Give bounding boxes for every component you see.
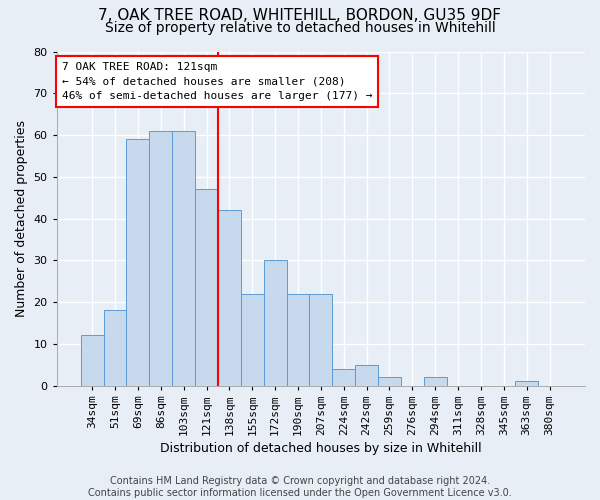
Bar	[195, 190, 218, 386]
Bar	[310, 294, 332, 386]
Bar	[81, 336, 104, 386]
Bar	[104, 310, 127, 386]
Text: Contains HM Land Registry data © Crown copyright and database right 2024.
Contai: Contains HM Land Registry data © Crown c…	[88, 476, 512, 498]
Bar	[378, 377, 401, 386]
Bar	[332, 369, 355, 386]
Text: 7, OAK TREE ROAD, WHITEHILL, BORDON, GU35 9DF: 7, OAK TREE ROAD, WHITEHILL, BORDON, GU3…	[98, 8, 502, 22]
Text: Size of property relative to detached houses in Whitehill: Size of property relative to detached ho…	[104, 21, 496, 35]
Y-axis label: Number of detached properties: Number of detached properties	[15, 120, 28, 317]
X-axis label: Distribution of detached houses by size in Whitehill: Distribution of detached houses by size …	[160, 442, 482, 455]
Bar	[149, 131, 172, 386]
Bar	[241, 294, 263, 386]
Bar	[515, 382, 538, 386]
Bar	[424, 377, 446, 386]
Text: 7 OAK TREE ROAD: 121sqm
← 54% of detached houses are smaller (208)
46% of semi-d: 7 OAK TREE ROAD: 121sqm ← 54% of detache…	[62, 62, 373, 101]
Bar	[355, 364, 378, 386]
Bar	[218, 210, 241, 386]
Bar	[263, 260, 287, 386]
Bar	[172, 131, 195, 386]
Bar	[287, 294, 310, 386]
Bar	[127, 139, 149, 386]
